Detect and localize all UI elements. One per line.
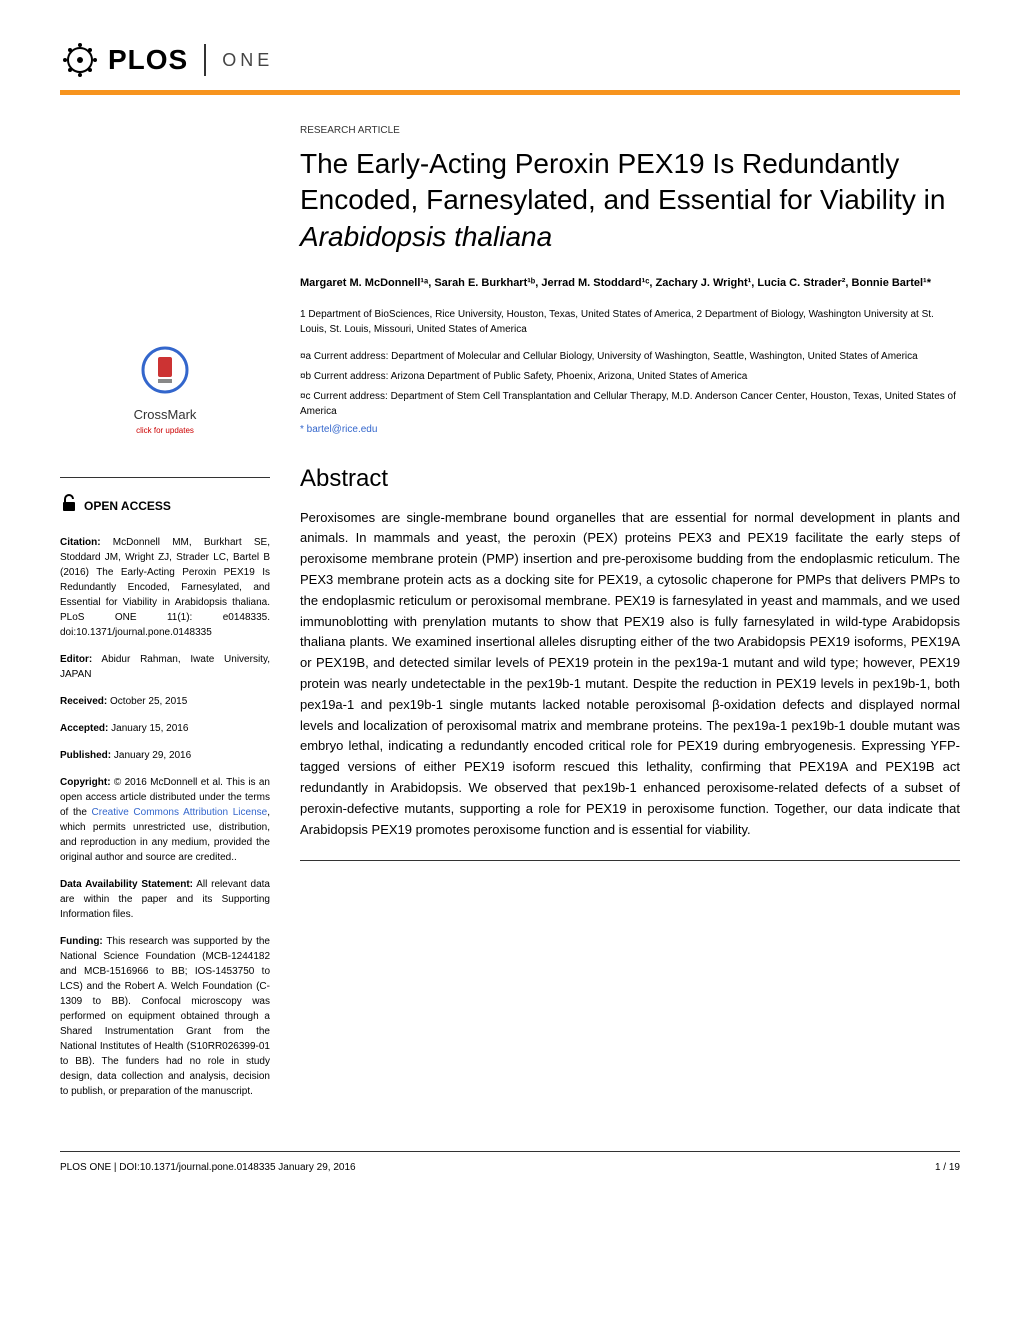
published-section: Published: January 29, 2016	[60, 748, 270, 763]
article-title: The Early-Acting Peroxin PEX19 Is Redund…	[300, 146, 960, 255]
crossmark-block[interactable]: CrossMark click for updates	[60, 345, 270, 437]
footer-page-number: 1 / 19	[935, 1162, 960, 1173]
plos-text: PLOS	[108, 44, 188, 76]
plos-logo-icon	[60, 40, 100, 80]
accepted-label: Accepted:	[60, 723, 108, 734]
open-access-label: OPEN ACCESS	[84, 497, 171, 515]
crossmark-icon	[140, 345, 190, 395]
main-content: RESEARCH ARTICLE The Early-Acting Peroxi…	[300, 125, 960, 1111]
received-section: Received: October 25, 2015	[60, 694, 270, 709]
abstract-text: Peroxisomes are single-membrane bound or…	[300, 508, 960, 841]
sidebar: CrossMark click for updates OPEN ACCESS …	[60, 125, 270, 1111]
authors: Margaret M. McDonnell¹ᵃ, Sarah E. Burkha…	[300, 275, 960, 292]
open-access-badge: OPEN ACCESS	[60, 493, 270, 520]
logo-divider	[204, 44, 206, 76]
orange-accent-bar	[60, 90, 960, 95]
abstract-divider	[300, 860, 960, 861]
accepted-text: January 15, 2016	[108, 723, 188, 734]
data-availability-section: Data Availability Statement: All relevan…	[60, 877, 270, 922]
editor-label: Editor:	[60, 654, 92, 665]
content-area: CrossMark click for updates OPEN ACCESS …	[60, 125, 960, 1111]
footer-left: PLOS ONE | DOI:10.1371/journal.pone.0148…	[60, 1162, 356, 1173]
copyright-label: Copyright:	[60, 777, 111, 788]
open-access-lock-icon	[60, 493, 78, 520]
funding-label: Funding:	[60, 936, 103, 947]
page-footer: PLOS ONE | DOI:10.1371/journal.pone.0148…	[60, 1151, 960, 1173]
address-b: ¤b Current address: Arizona Department o…	[300, 369, 960, 384]
accepted-section: Accepted: January 15, 2016	[60, 721, 270, 736]
crossmark-text: CrossMark	[60, 405, 270, 425]
funding-section: Funding: This research was supported by …	[60, 934, 270, 1099]
published-label: Published:	[60, 750, 111, 761]
copyright-section: Copyright: © 2016 McDonnell et al. This …	[60, 775, 270, 865]
article-type: RESEARCH ARTICLE	[300, 125, 960, 136]
published-text: January 29, 2016	[111, 750, 191, 761]
cc-license-link[interactable]: Creative Commons Attribution License	[92, 807, 268, 818]
data-availability-label: Data Availability Statement:	[60, 879, 193, 890]
address-c: ¤c Current address: Department of Stem C…	[300, 389, 960, 419]
one-text: ONE	[222, 50, 273, 71]
title-italic: Arabidopsis thaliana	[300, 221, 552, 252]
received-label: Received:	[60, 696, 107, 707]
funding-text: This research was supported by the Natio…	[60, 936, 270, 1097]
correspondence-email[interactable]: * bartel@rice.edu	[300, 424, 960, 435]
citation-text: McDonnell MM, Burkhart SE, Stoddard JM, …	[60, 537, 270, 638]
address-a: ¤a Current address: Department of Molecu…	[300, 349, 960, 364]
citation-section: Citation: McDonnell MM, Burkhart SE, Sto…	[60, 535, 270, 640]
journal-logo-block: PLOS ONE	[60, 40, 960, 80]
citation-label: Citation:	[60, 537, 101, 548]
page-container: PLOS ONE CrossMark click for updates	[0, 0, 1020, 1203]
affiliations: 1 Department of BioSciences, Rice Univer…	[300, 307, 960, 337]
editor-section: Editor: Abidur Rahman, Iwate University,…	[60, 652, 270, 682]
crossmark-subtext: click for updates	[60, 425, 270, 437]
title-part1: The Early-Acting Peroxin PEX19 Is Redund…	[300, 148, 945, 215]
received-text: October 25, 2015	[107, 696, 187, 707]
abstract-heading: Abstract	[300, 465, 960, 493]
sidebar-divider	[60, 477, 270, 478]
editor-text: Abidur Rahman, Iwate University, JAPAN	[60, 654, 270, 680]
